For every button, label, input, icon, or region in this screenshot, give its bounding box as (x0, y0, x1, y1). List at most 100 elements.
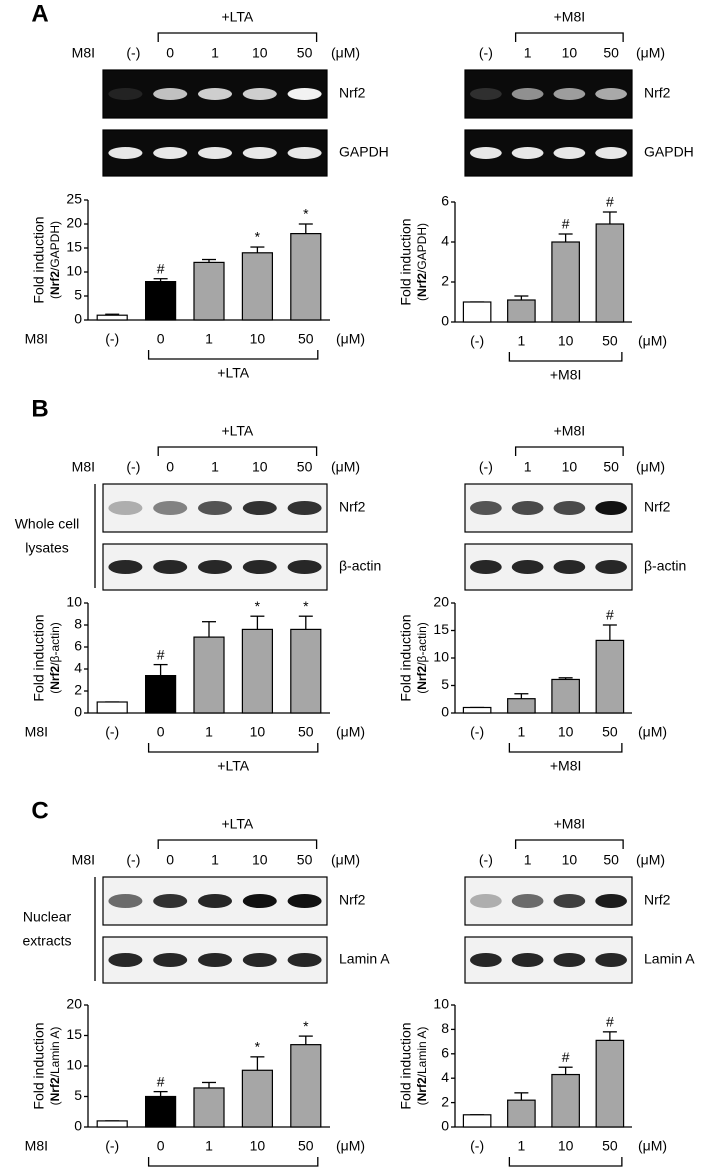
drug-label: M8I (72, 45, 95, 61)
band (511, 953, 544, 967)
x-tick-label: (-) (105, 1138, 119, 1154)
lane-label: 1 (524, 459, 532, 475)
y-label-ratio: (Nrf2/β-actin) (48, 622, 62, 694)
y-tick-label: 0 (441, 704, 449, 720)
significance-mark: # (157, 646, 165, 662)
bar (290, 628, 322, 714)
bar (507, 698, 536, 714)
band (153, 147, 188, 159)
band (197, 953, 233, 967)
lane-label: 1 (211, 459, 219, 475)
y-tick-label: 0 (74, 311, 82, 327)
x-tick-label: 10 (558, 1138, 574, 1154)
treatment-label: +M8I (554, 816, 586, 832)
unit-label: (μM) (636, 459, 665, 475)
band-label: Lamin A (339, 951, 390, 967)
lane-label: 50 (603, 45, 619, 61)
band (287, 894, 322, 908)
lane-label: 50 (297, 459, 313, 475)
unit-label: (μM) (636, 852, 665, 868)
x-tick-label: 50 (602, 333, 618, 349)
y-label: Fold induction (31, 216, 47, 303)
y-tick-label: 20 (433, 594, 449, 610)
bar (96, 701, 128, 714)
lane-label: 0 (166, 852, 174, 868)
band-label: Lamin A (644, 951, 695, 967)
group-bracket (147, 743, 319, 753)
y-tick-label: 10 (66, 263, 82, 279)
band (470, 88, 502, 100)
y-tick-label: 8 (441, 1020, 449, 1036)
significance-mark: # (562, 1049, 570, 1065)
y-tick-label: 6 (441, 1045, 449, 1061)
x-tick-label: 1 (205, 331, 213, 347)
band (287, 88, 322, 100)
band (511, 88, 544, 100)
bar (290, 233, 322, 321)
bar (193, 261, 225, 321)
lane-label: 10 (562, 459, 578, 475)
y-tick-label: 15 (66, 239, 82, 255)
drug-label: M8I (72, 852, 95, 868)
band (553, 894, 586, 908)
bar (290, 1044, 322, 1128)
band (511, 560, 544, 574)
treatment-label: +LTA (222, 816, 254, 832)
band (553, 501, 586, 515)
y-label-ratio: (Nrf2/Lamin A) (48, 1027, 62, 1106)
band (511, 147, 544, 159)
bar (462, 706, 492, 714)
band-label: Nrf2 (339, 85, 366, 101)
x-prefix: M8I (25, 1138, 48, 1154)
bar (241, 252, 274, 321)
y-label-ratio: (Nrf2/Lamin A) (415, 1027, 429, 1106)
treatment-label: +LTA (222, 423, 254, 439)
lane-label: 0 (166, 459, 174, 475)
lane-label: 1 (524, 45, 532, 61)
y-tick-label: 10 (66, 1057, 82, 1073)
y-tick-label: 0 (74, 704, 82, 720)
y-tick-label: 2 (441, 273, 449, 289)
band (553, 88, 586, 100)
x-tick-label: 1 (517, 1138, 525, 1154)
y-tick-label: 6 (74, 638, 82, 654)
x-unit: (μM) (638, 333, 667, 349)
band (108, 560, 143, 574)
x-unit: (μM) (336, 1138, 365, 1154)
y-label-part: Nrf2 (48, 271, 62, 295)
lane-label: 50 (603, 459, 619, 475)
sample-label: lysates (25, 540, 69, 556)
lane-label: (-) (479, 45, 493, 61)
drug-label: M8I (72, 459, 95, 475)
panel-letter: A (31, 0, 48, 27)
y-label-part: /Lamin A) (48, 1027, 62, 1078)
y-label-ratio: (Nrf2/GAPDH) (48, 221, 62, 299)
band (511, 501, 544, 515)
significance-mark: # (606, 194, 614, 210)
group-bracket (147, 1157, 319, 1167)
bar (241, 1069, 274, 1128)
bar (595, 1039, 625, 1128)
lane-label: (-) (479, 852, 493, 868)
band (153, 560, 188, 574)
y-label-part: ( (415, 1101, 429, 1105)
band (197, 147, 233, 159)
y-tick-label: 2 (74, 682, 82, 698)
band (242, 147, 277, 159)
y-tick-label: 0 (74, 1118, 82, 1134)
band (108, 953, 143, 967)
treatment-bracket (514, 446, 624, 456)
y-tick-label: 5 (74, 287, 82, 303)
band (595, 894, 627, 908)
bar (462, 301, 492, 323)
lane-label: 10 (252, 852, 268, 868)
band (197, 894, 233, 908)
sample-label: Nuclear (23, 909, 72, 925)
group-bracket (508, 1157, 623, 1167)
band (553, 147, 586, 159)
x-tick-label: 50 (298, 1138, 314, 1154)
band (153, 501, 188, 515)
band (242, 88, 277, 100)
band-label: GAPDH (339, 144, 389, 160)
